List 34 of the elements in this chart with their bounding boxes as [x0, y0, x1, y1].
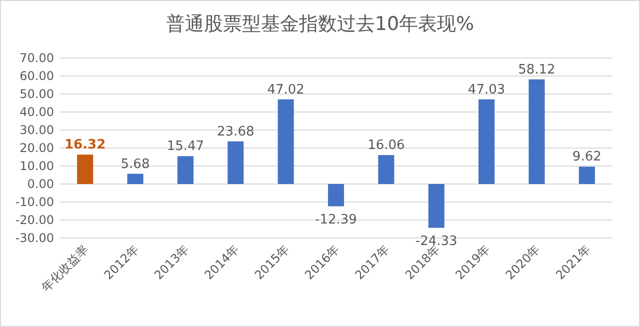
y-tick-label: -30.00 — [15, 231, 54, 245]
y-tick-label: 20.00 — [20, 141, 54, 155]
bar — [528, 79, 545, 184]
y-tick-label: 40.00 — [20, 105, 54, 119]
y-tick-label: 60.00 — [20, 69, 54, 83]
y-tick-label: -20.00 — [15, 213, 54, 227]
data-label: 15.47 — [166, 139, 204, 154]
bar — [578, 166, 595, 184]
x-tick-label: 年化收益率 — [38, 242, 92, 295]
data-label: 47.03 — [468, 82, 506, 98]
bar — [127, 174, 144, 184]
data-label: 47.02 — [267, 82, 304, 98]
data-label: 16.06 — [368, 138, 405, 154]
data-label: 16.32 — [64, 138, 106, 153]
y-tick-label: 30.00 — [20, 123, 54, 137]
bar — [228, 141, 244, 184]
bar — [428, 184, 444, 228]
bar — [478, 99, 495, 184]
y-tick-label: 10.00 — [20, 159, 54, 173]
bar — [177, 156, 194, 184]
chart-title: 普通股票型基金指数过去10年表现% — [166, 13, 474, 35]
data-label: 5.68 — [120, 156, 150, 172]
y-tick-label: -10.00 — [15, 195, 54, 209]
data-label: 23.68 — [217, 124, 254, 140]
data-label: -12.39 — [315, 212, 357, 228]
bar — [278, 99, 294, 184]
y-tick-label: 50.00 — [20, 87, 54, 101]
bar — [378, 155, 394, 184]
data-label: 9.62 — [572, 150, 602, 165]
data-label: 58.12 — [518, 62, 556, 78]
bar — [328, 184, 344, 206]
y-tick-label: 0.00 — [27, 177, 54, 191]
bar — [77, 154, 94, 184]
y-tick-label: 70.00 — [20, 51, 54, 65]
